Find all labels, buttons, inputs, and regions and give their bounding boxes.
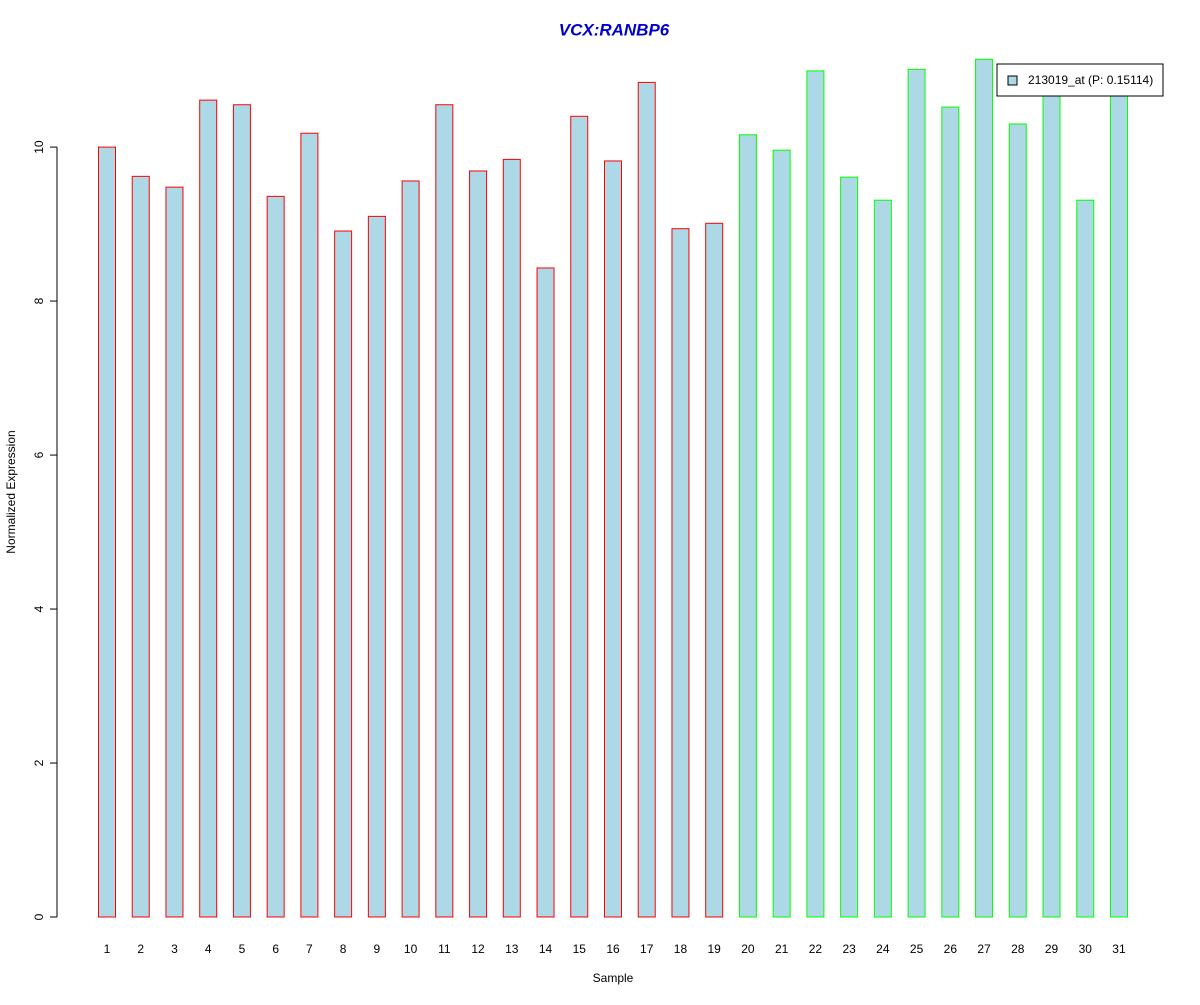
x-tick-label: 18 (674, 942, 688, 956)
bar (840, 176, 859, 918)
x-tick-label: 2 (137, 942, 144, 956)
bar (1076, 199, 1095, 918)
x-tick-label: 26 (944, 942, 958, 956)
x-tick-label: 10 (404, 942, 418, 956)
bar (1008, 123, 1027, 918)
bar (603, 160, 622, 918)
x-axis-label: Sample (593, 971, 634, 985)
y-tick-label: 4 (32, 605, 46, 612)
bar (806, 70, 825, 918)
bar (266, 195, 285, 918)
bar (1042, 92, 1061, 918)
x-tick-label: 8 (340, 942, 347, 956)
x-tick-label: 19 (708, 942, 722, 956)
y-tick-label: 0 (32, 913, 46, 920)
x-tick-label: 24 (876, 942, 890, 956)
x-tick-label: 28 (1011, 942, 1025, 956)
bar (469, 170, 488, 918)
bar (401, 180, 420, 918)
bar (671, 228, 690, 918)
bar (1109, 92, 1128, 918)
x-tick-label: 25 (910, 942, 924, 956)
x-tick-label: 5 (239, 942, 246, 956)
x-tick-label: 29 (1045, 942, 1059, 956)
legend-box (996, 63, 1164, 97)
bar (502, 158, 521, 918)
bar (334, 230, 353, 918)
x-tick-label: 23 (842, 942, 856, 956)
bar (536, 267, 555, 918)
bar (975, 58, 994, 918)
x-tick-label: 9 (374, 942, 381, 956)
x-tick-label: 1 (104, 942, 111, 956)
bar (131, 175, 150, 918)
x-tick-label: 20 (741, 942, 755, 956)
x-tick-label: 16 (606, 942, 620, 956)
legend-swatch (1007, 75, 1018, 86)
x-tick-label: 13 (505, 942, 519, 956)
bar (772, 149, 791, 918)
legend-label: 213019_at (P: 0.15114) (1028, 73, 1153, 87)
x-tick-label: 17 (640, 942, 654, 956)
bar (738, 134, 757, 918)
bar (570, 115, 589, 918)
x-tick-label: 11 (438, 942, 451, 956)
bar (435, 104, 454, 918)
bar (165, 186, 184, 918)
x-tick-label: 3 (171, 942, 178, 956)
x-tick-label: 4 (205, 942, 212, 956)
bar (637, 81, 656, 918)
y-tick-label: 10 (32, 140, 46, 154)
x-tick-label: 31 (1112, 942, 1126, 956)
x-tick-label: 21 (775, 942, 789, 956)
x-tick-label: 22 (809, 942, 823, 956)
x-tick-label: 7 (306, 942, 313, 956)
y-tick-label: 2 (32, 759, 46, 766)
chart-title: VCX:RANBP6 (559, 20, 670, 39)
x-tick-label: 15 (573, 942, 587, 956)
y-axis-label: Normalized Expression (4, 430, 18, 553)
bar (98, 146, 116, 918)
bar (873, 199, 892, 918)
bar (232, 104, 251, 918)
bar (300, 132, 319, 918)
y-tick-label: 6 (32, 451, 46, 458)
bar (705, 222, 724, 918)
bar (941, 106, 960, 918)
bar (907, 68, 926, 918)
x-tick-label: 27 (977, 942, 991, 956)
bar (199, 99, 218, 918)
x-tick-label: 12 (471, 942, 485, 956)
y-tick-label: 8 (32, 297, 46, 304)
bar (367, 215, 386, 918)
x-tick-label: 6 (272, 942, 279, 956)
x-tick-label: 30 (1079, 942, 1093, 956)
x-tick-label: 14 (539, 942, 553, 956)
